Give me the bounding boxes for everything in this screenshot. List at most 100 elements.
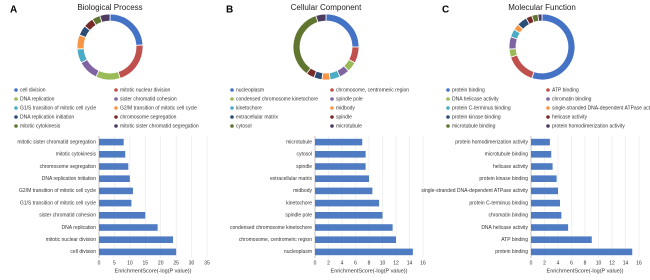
bar bbox=[531, 151, 552, 158]
legend-label: extracellular matrix bbox=[236, 114, 278, 120]
donut-slice bbox=[76, 48, 88, 64]
donut-slice bbox=[117, 44, 144, 79]
legend-marker bbox=[446, 106, 450, 110]
donut-slice bbox=[510, 54, 535, 79]
donut-slice bbox=[531, 13, 576, 81]
legend-label: chromosome, centromeric region bbox=[336, 87, 409, 93]
legend-marker bbox=[14, 115, 18, 119]
y-tick-label: protein homodimerization activity bbox=[455, 139, 528, 145]
y-tick-label: ATP binding bbox=[501, 237, 528, 243]
bar bbox=[315, 224, 393, 231]
x-tick-label: 10 bbox=[380, 260, 386, 266]
legend-label: single-stranded DNA-dependent ATPase act… bbox=[552, 105, 650, 111]
donut-slice bbox=[109, 13, 144, 46]
x-tick-label: 4 bbox=[557, 260, 560, 266]
x-tick-label: 0 bbox=[530, 260, 533, 266]
x-tick-label: 0 bbox=[314, 260, 317, 266]
bar bbox=[315, 151, 366, 158]
legend-marker bbox=[114, 106, 118, 110]
bar bbox=[531, 212, 562, 219]
x-axis-title: EnrichmentScore(-log(P value)) bbox=[331, 268, 408, 274]
y-tick-label: microtubule binding bbox=[485, 152, 529, 158]
chart-title: Cellular Component bbox=[291, 3, 362, 12]
y-tick-label: spindle bbox=[296, 164, 312, 170]
chart-title: Molecular Function bbox=[508, 3, 576, 12]
y-tick-label: chromatin binding bbox=[489, 213, 529, 219]
donut-slice bbox=[95, 69, 121, 81]
legend-marker bbox=[446, 115, 450, 119]
bar bbox=[531, 236, 592, 243]
y-tick-label: protein C-terminus binding bbox=[469, 200, 528, 206]
y-tick-label: cytosol bbox=[296, 152, 312, 158]
legend-label: G1/S transition of mitotic cell cycle bbox=[20, 105, 96, 111]
x-tick-label: 0 bbox=[98, 260, 101, 266]
legend-marker bbox=[114, 115, 118, 119]
x-tick-label: 6 bbox=[570, 260, 573, 266]
bar bbox=[99, 248, 177, 256]
legend-label: midbody bbox=[336, 105, 355, 111]
legend-marker bbox=[446, 124, 450, 128]
legend-label: sister chromatid cohesion bbox=[120, 96, 177, 102]
legend-marker bbox=[114, 124, 118, 128]
y-tick-label: mitotic nuclear division bbox=[46, 237, 97, 243]
legend-label: spindle bbox=[336, 114, 352, 120]
bar bbox=[531, 248, 633, 256]
y-tick-label: nucleoplasm bbox=[284, 249, 312, 255]
bar bbox=[99, 151, 126, 158]
legend-marker bbox=[230, 88, 234, 92]
legend-marker bbox=[14, 88, 18, 92]
x-tick-label: 10 bbox=[596, 260, 602, 266]
bar bbox=[99, 224, 158, 231]
bar bbox=[531, 175, 557, 182]
legend-marker bbox=[114, 97, 118, 101]
legend-label: chromosome segregation bbox=[120, 114, 177, 120]
legend-marker bbox=[546, 106, 550, 110]
donut-slice bbox=[315, 13, 327, 23]
x-tick-label: 16 bbox=[420, 260, 426, 266]
x-axis-title: EnrichmentScore(-log(P value)) bbox=[547, 268, 624, 274]
bar bbox=[531, 187, 558, 195]
donut-slice bbox=[292, 15, 319, 75]
legend-label: G2/M transition of mitotic cell cycle bbox=[120, 105, 197, 111]
bar bbox=[315, 175, 369, 182]
legend-marker bbox=[546, 124, 550, 128]
bar bbox=[99, 163, 129, 170]
legend-marker bbox=[330, 88, 334, 92]
bar bbox=[315, 212, 383, 219]
legend-label: nucleoplasm bbox=[236, 87, 264, 93]
legend-marker bbox=[230, 97, 234, 101]
legend-marker bbox=[14, 124, 18, 128]
donut-slice bbox=[537, 13, 543, 22]
bar bbox=[531, 224, 569, 231]
y-tick-label: helicase activity bbox=[493, 164, 529, 170]
bar bbox=[531, 138, 550, 146]
legend-label: mitotic sister chromatid segregation bbox=[120, 123, 199, 129]
x-tick-label: 12 bbox=[609, 260, 615, 266]
legend-label: ATP binding bbox=[552, 87, 579, 93]
chart-title: Biological Process bbox=[77, 3, 142, 12]
x-tick-label: 6 bbox=[354, 260, 357, 266]
bar bbox=[315, 236, 396, 243]
x-tick-label: 25 bbox=[173, 260, 179, 266]
legend-label: spindle pole bbox=[336, 96, 363, 102]
y-tick-label: protein kinase binding bbox=[479, 176, 528, 182]
legend-marker bbox=[14, 97, 18, 101]
y-tick-label: G1/S transition of mitotic cell cycle bbox=[20, 200, 96, 206]
x-tick-label: 2 bbox=[543, 260, 546, 266]
bar bbox=[99, 212, 146, 219]
legend-label: kinetochore bbox=[236, 105, 262, 111]
donut-slice bbox=[99, 13, 111, 23]
x-tick-label: 8 bbox=[368, 260, 371, 266]
legend-label: chromatin binding bbox=[552, 96, 592, 102]
x-tick-label: 14 bbox=[407, 260, 413, 266]
bar bbox=[99, 187, 133, 195]
y-tick-label: mitotic cytokinesis bbox=[56, 152, 97, 158]
donut-slice bbox=[80, 58, 100, 78]
donut-slice bbox=[325, 13, 360, 48]
y-tick-label: DNA replication initiation bbox=[42, 176, 96, 182]
x-tick-label: 16 bbox=[636, 260, 642, 266]
y-tick-label: microtubule bbox=[286, 139, 312, 145]
legend-label: DNA helicase activity bbox=[452, 96, 499, 102]
y-tick-label: DNA helicase activity bbox=[481, 225, 528, 231]
